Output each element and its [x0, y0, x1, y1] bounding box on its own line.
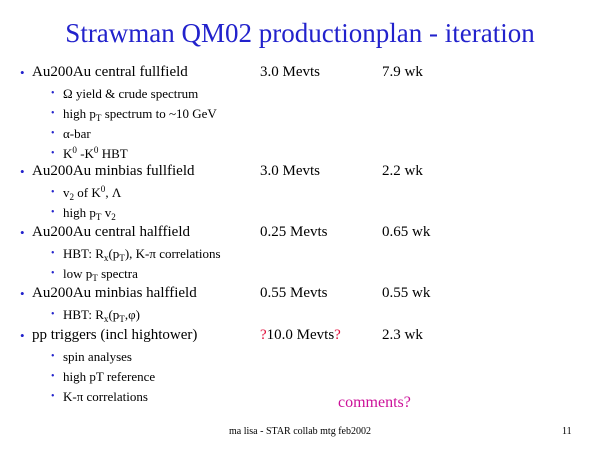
section-label: Au200Au central halffield	[32, 224, 191, 240]
sub-bullet-icon: •	[51, 371, 55, 382]
section-events: ?10.0 Mevts?	[260, 327, 341, 343]
section-pp-triggers: • pp triggers (incl hightower) ?10.0 Mev…	[0, 327, 600, 347]
section-au-minbias-halffield: • Au200Au minbias halffield 0.55 Mevts 0…	[0, 285, 600, 305]
section-au-minbias-fullfield: • Au200Au minbias fullfield 3.0 Mevts 2.…	[0, 163, 600, 183]
section-events: 0.25 Mevts	[260, 224, 328, 240]
slide-footer: ma lisa - STAR collab mtg feb2002	[229, 426, 371, 437]
list-item: • low pT spectra	[0, 266, 600, 286]
page-number: 11	[562, 426, 572, 437]
section-au-central-fullfield: • Au200Au central fullfield 3.0 Mevts 7.…	[0, 64, 600, 84]
list-item: • K-π correlations	[0, 389, 600, 409]
list-item: • HBT: Rx(pT,φ)	[0, 307, 600, 327]
sub-bullet-icon: •	[51, 268, 55, 279]
bullet-icon: •	[20, 328, 25, 343]
item-text: K-π correlations	[63, 389, 148, 404]
list-item: • spin analyses	[0, 349, 600, 369]
comments-prompt: comments?	[338, 394, 411, 411]
section-duration: 0.55 wk	[382, 285, 431, 301]
sub-bullet-icon: •	[51, 351, 55, 362]
list-item: • high pT v2	[0, 205, 600, 225]
sub-bullet-icon: •	[51, 309, 55, 320]
bullet-icon: •	[20, 225, 25, 240]
list-item: • high pT reference	[0, 369, 600, 389]
section-events: 0.55 Mevts	[260, 285, 328, 301]
item-text: high pT reference	[63, 369, 156, 384]
uncertain-mark: ?	[260, 327, 267, 343]
sub-bullet-icon: •	[51, 248, 55, 259]
section-events: 3.0 Mevts	[260, 163, 320, 179]
item-text: K0 -K0 HBT	[63, 145, 128, 161]
list-item: • HBT: Rx(pT), K-π correlations	[0, 246, 600, 266]
item-text: α-bar	[63, 126, 91, 141]
list-item: • high pT spectrum to ~10 GeV	[0, 106, 600, 126]
sub-bullet-icon: •	[51, 187, 55, 198]
item-text: v2 of K0, Λ	[63, 184, 122, 202]
section-duration: 2.3 wk	[382, 327, 423, 343]
uncertain-mark: ?	[334, 327, 341, 343]
sub-bullet-icon: •	[51, 88, 55, 99]
item-text: spin analyses	[63, 349, 132, 364]
section-duration: 2.2 wk	[382, 163, 423, 179]
sub-bullet-icon: •	[51, 391, 55, 402]
section-label: Au200Au minbias halffield	[32, 285, 197, 301]
sub-bullet-icon: •	[51, 128, 55, 139]
section-au-central-halffield: • Au200Au central halffield 0.25 Mevts 0…	[0, 224, 600, 244]
list-item: • α-bar	[0, 126, 600, 146]
item-text: Ω yield & crude spectrum	[63, 86, 199, 101]
item-text: high pT v2	[63, 205, 116, 222]
item-text: HBT: Rx(pT), K-π correlations	[63, 246, 221, 263]
section-label: pp triggers (incl hightower)	[32, 327, 198, 343]
section-events: 3.0 Mevts	[260, 64, 320, 80]
list-item: • Ω yield & crude spectrum	[0, 86, 600, 106]
bullet-icon: •	[20, 164, 25, 179]
section-label: Au200Au central fullfield	[32, 64, 188, 80]
section-label: Au200Au minbias fullfield	[32, 163, 195, 179]
section-duration: 0.65 wk	[382, 224, 431, 240]
sub-bullet-icon: •	[51, 108, 55, 119]
bullet-icon: •	[20, 286, 25, 301]
bullet-icon: •	[20, 65, 25, 80]
list-item: • v2 of K0, Λ	[0, 184, 600, 205]
sub-bullet-icon: •	[51, 148, 55, 159]
item-text: high pT spectrum to ~10 GeV	[63, 106, 217, 123]
section-duration: 7.9 wk	[382, 64, 423, 80]
item-text: low pT spectra	[63, 266, 138, 283]
slide-title: Strawman QM02 productionplan - iteration	[65, 18, 535, 48]
sub-bullet-icon: •	[51, 207, 55, 218]
item-text: HBT: Rx(pT,φ)	[63, 307, 140, 324]
list-item: • K0 -K0 HBT	[0, 145, 600, 166]
